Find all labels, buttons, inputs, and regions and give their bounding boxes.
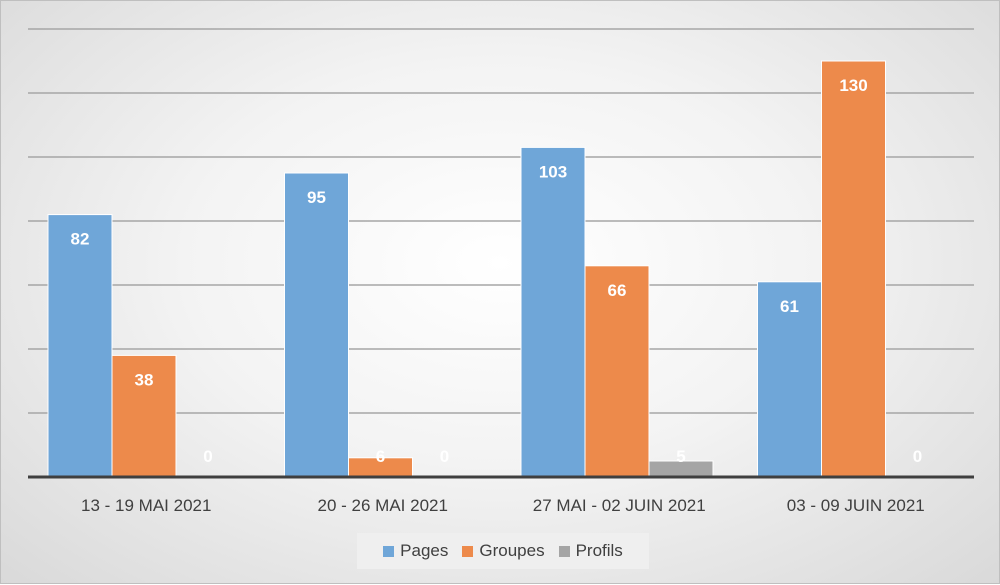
category-label: 03 - 09 JUIN 2021 (787, 496, 925, 515)
data-label-pages: 61 (780, 297, 799, 316)
bars (47, 60, 886, 478)
legend-item-groupes: Groupes (462, 541, 545, 561)
legend-label-pages: Pages (400, 541, 449, 560)
data-label-pages: 103 (539, 162, 567, 181)
legend-item-pages: Pages (383, 541, 448, 561)
data-label-profils: 0 (203, 447, 212, 466)
legend-label-profils: Profils (575, 541, 623, 560)
data-label-groupes: 130 (839, 76, 867, 95)
legend-swatch-groupes (462, 545, 474, 557)
legend-item-profils: Profils (558, 541, 623, 561)
legend-label-groupes: Groupes (479, 541, 545, 560)
bar-groupes (584, 265, 650, 478)
legend-swatch-profils (558, 545, 570, 557)
data-label-groupes: 38 (135, 370, 154, 389)
gridlines (28, 28, 974, 414)
legend-swatch-pages (383, 545, 395, 557)
bar-pages (757, 281, 822, 478)
category-label: 20 - 26 MAI 2021 (318, 496, 448, 515)
data-labels: 82 38 0 95 6 0 103 66 5 61 130 0 (71, 76, 923, 466)
legend: Pages Groupes Profils (357, 533, 649, 569)
category-label: 27 MAI - 02 JUIN 2021 (533, 496, 706, 515)
category-label: 13 - 19 MAI 2021 (81, 496, 211, 515)
bar-pages (520, 146, 586, 478)
bar-pages (47, 214, 113, 478)
data-label-pages: 82 (71, 230, 90, 249)
data-label-groupes: 66 (608, 281, 627, 300)
bar-pages (284, 172, 349, 478)
category-labels: 13 - 19 MAI 2021 20 - 26 MAI 2021 27 MAI -… (81, 496, 925, 515)
data-label-profils: 0 (440, 447, 449, 466)
data-label-pages: 95 (307, 188, 326, 207)
data-label-profils: 0 (913, 447, 922, 466)
data-label-profils: 5 (676, 447, 685, 466)
bar-groupes (821, 60, 886, 478)
data-label-groupes: 6 (376, 447, 385, 466)
